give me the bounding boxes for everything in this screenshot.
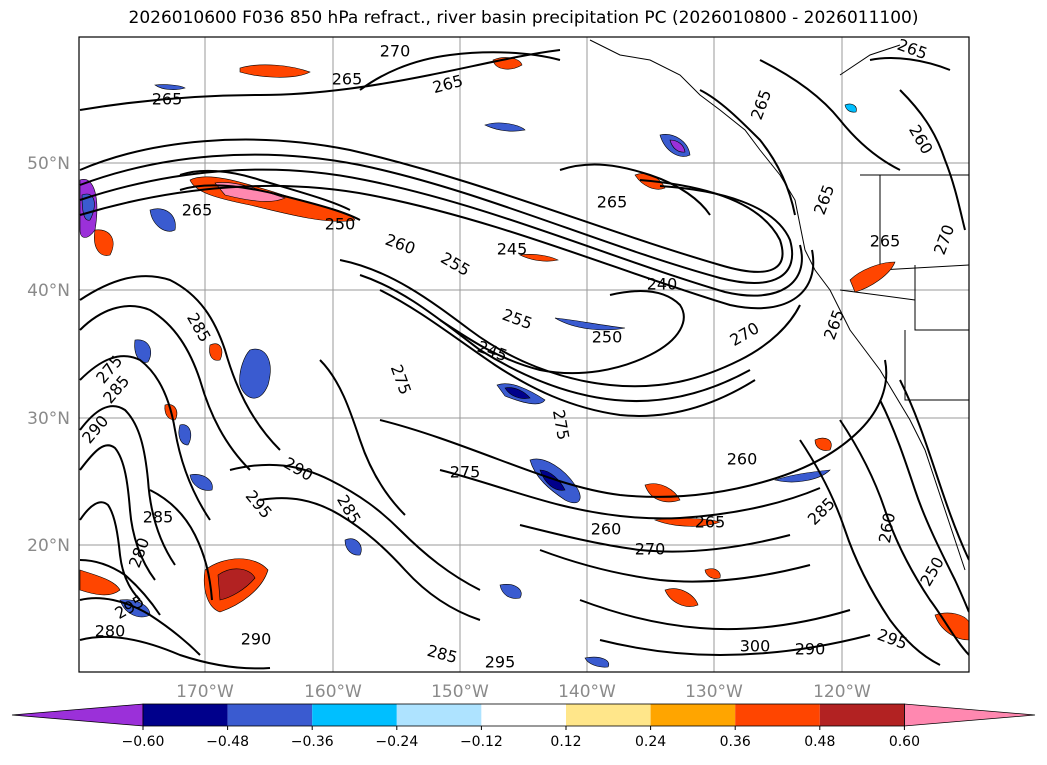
colorbar-tick-label: −0.48 <box>206 734 249 750</box>
lon-label-140w: 140°W <box>558 682 616 702</box>
colorbar-extend-right <box>904 703 1036 727</box>
contour-label: 280 <box>95 622 126 641</box>
colorbar-tick-label: −0.12 <box>460 734 503 750</box>
lon-label-120w: 120°W <box>813 682 871 702</box>
colorbar-tick-label: 0.36 <box>720 734 751 750</box>
colorbar-extend-left <box>11 703 144 727</box>
colorbar-tick-labels: −0.60 −0.48 −0.36 −0.24 −0.12 0.12 0.24 0.36 0.4… <box>122 726 920 750</box>
colorbar-segment <box>481 704 566 726</box>
contour-label: 265 <box>597 193 628 212</box>
contour-label: 250 <box>325 215 356 234</box>
contour-label: 260 <box>591 520 622 539</box>
colorbar-segment <box>143 704 228 726</box>
contour-label: 270 <box>635 540 666 559</box>
colorbar <box>11 703 1036 727</box>
lon-label-130w: 130°W <box>685 682 743 702</box>
contour-label: 260 <box>727 450 758 469</box>
contour-label: 290 <box>241 630 272 649</box>
lat-label-20n: 20°N <box>27 536 70 556</box>
contour-label: 270 <box>380 42 411 61</box>
colorbar-segment <box>650 704 736 726</box>
lat-label-50n: 50°N <box>27 154 70 174</box>
colorbar-segment <box>227 704 313 726</box>
lon-label-150w: 150°W <box>431 682 489 702</box>
contour-label: 290 <box>795 640 826 659</box>
contour-label: 250 <box>592 328 623 347</box>
lon-label-160w: 160°W <box>304 682 362 702</box>
map-border <box>78 36 970 673</box>
colorbar-segment <box>819 704 905 726</box>
colorbar-tick-label: 0.12 <box>550 734 581 750</box>
colorbar-tick-label: 0.24 <box>635 734 666 750</box>
contour-label: 265 <box>695 513 726 532</box>
contour-label: 265 <box>152 90 183 109</box>
colorbar-tick-label: −0.24 <box>375 734 418 750</box>
lat-label-30n: 30°N <box>27 409 70 429</box>
colorbar-tick-label: 0.60 <box>889 734 920 750</box>
contour-label: 275 <box>450 463 481 482</box>
colorbar-tick-label: 0.48 <box>804 734 835 750</box>
colorbar-segment <box>312 704 397 726</box>
colorbar-segment <box>566 704 651 726</box>
chart-title: 2026010600 F036 850 hPa refract., river … <box>128 8 919 28</box>
contour-label: 285 <box>143 508 174 527</box>
colorbar-segment <box>396 704 482 726</box>
contour-label: 240 <box>647 275 678 294</box>
colorbar-tick-label: −0.36 <box>291 734 334 750</box>
lon-label-170w: 170°W <box>176 682 234 702</box>
colorbar-tick-label: −0.60 <box>122 734 165 750</box>
colorbar-outline <box>142 703 905 727</box>
contour-label: 295 <box>485 653 516 672</box>
contour-label: 245 <box>497 240 528 259</box>
contour-label: 300 <box>740 637 771 656</box>
latitude-labels: 50°N 40°N 30°N 20°N <box>27 154 70 556</box>
lat-label-40n: 40°N <box>27 281 70 301</box>
longitude-labels: 170°W 160°W 150°W 140°W 130°W 120°W <box>176 682 871 702</box>
contour-label: 265 <box>870 232 901 251</box>
refractivity-contours <box>79 49 969 670</box>
contour-label: 265 <box>332 70 363 89</box>
contour-label: 265 <box>182 201 213 220</box>
colorbar-segment <box>735 704 820 726</box>
